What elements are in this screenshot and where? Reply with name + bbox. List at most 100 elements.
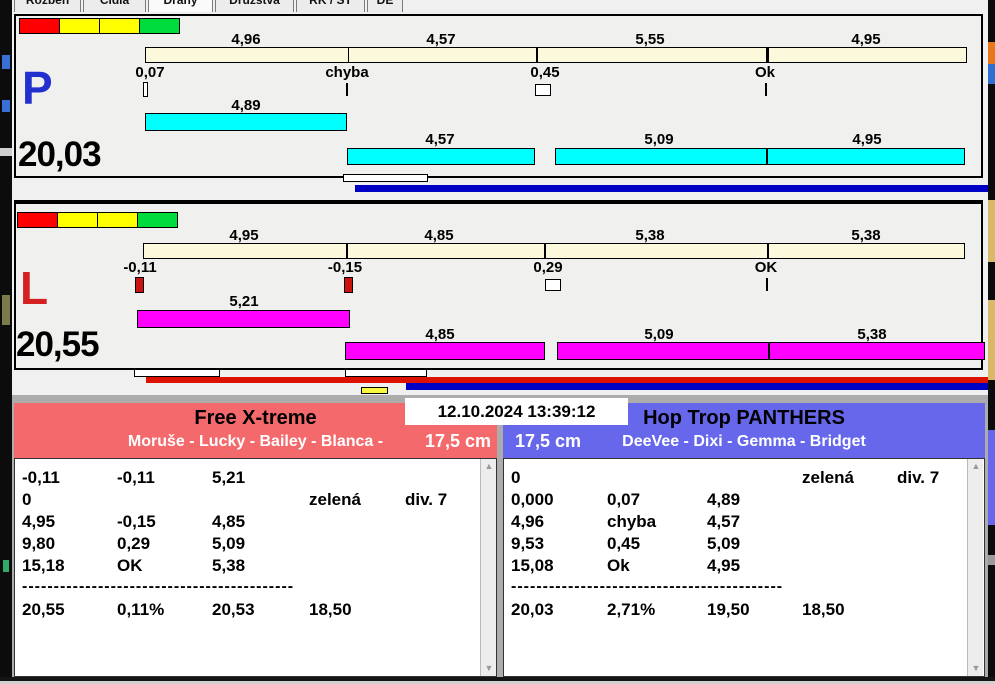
tab-de[interactable]: DE	[367, 0, 403, 12]
p-run2-label-3: 4,95	[852, 131, 882, 148]
cell: 9,80	[22, 534, 56, 553]
cell: 5,09	[707, 534, 741, 553]
l-run1-label: 5,21	[229, 293, 259, 310]
p-split-divider	[348, 48, 349, 62]
p-timeline-blue-bar	[355, 185, 988, 192]
p-split-label-2: 4,57	[426, 31, 456, 48]
light-yellow-1	[57, 212, 98, 228]
l-run1-bar	[137, 310, 350, 328]
cell: div. 7	[405, 490, 448, 509]
p-run2-label-1: 4,57	[425, 131, 455, 148]
p-run2-bar-b	[555, 148, 965, 165]
cell: OK	[117, 556, 143, 575]
l-split-label-4: 5,38	[851, 227, 881, 244]
table-row: 0 zelená div. 7	[511, 468, 967, 489]
cell: -0,11	[117, 468, 155, 487]
cell: 0	[22, 490, 32, 509]
background-fragment	[988, 555, 995, 565]
p-split-label-1: 4,96	[231, 31, 261, 48]
scroll-up-icon[interactable]: ▲	[971, 461, 981, 471]
l-run2-label-3: 5,38	[857, 326, 887, 343]
lane-p-panel: P 20,03 4,96 4,57 5,55 4,95 0,07 chyba 0…	[14, 14, 983, 178]
l-marker-box	[545, 279, 561, 291]
total-percent: 2,71%	[607, 600, 656, 619]
p-tick-label-2: chyba	[325, 64, 369, 81]
p-tick-label-1: 0,07	[135, 64, 165, 81]
p-split-divider	[536, 48, 538, 62]
tab-drahy[interactable]: Dráhy	[148, 0, 213, 12]
tab-rozbeh[interactable]: Rozběh	[14, 0, 81, 12]
p-split-label-4: 4,95	[851, 31, 881, 48]
l-timeline-white-bar-2	[345, 369, 427, 377]
background-fragment	[2, 295, 10, 325]
left-table-scrollbar[interactable]: ▲ ▼	[480, 459, 496, 676]
cell: Ok	[607, 556, 630, 575]
table-row: 15,18 OK 5,38	[22, 556, 475, 577]
right-table-scrollbar[interactable]: ▲ ▼	[967, 459, 983, 676]
total-ref: 18,50	[802, 600, 845, 619]
scroll-down-icon[interactable]: ▼	[971, 663, 981, 673]
l-split-bar	[143, 243, 965, 259]
lane-l-total-time: 20,55	[16, 325, 100, 364]
table-row: 15,08 Ok 4,95	[511, 556, 967, 577]
total-net: 20,53	[212, 600, 255, 619]
start-lights-icon	[19, 18, 180, 34]
l-tick-label-4: OK	[754, 259, 778, 276]
cell: -0,15	[117, 512, 156, 531]
cell: zelená	[802, 468, 854, 487]
background-fragment	[988, 300, 995, 380]
window-bottom-border	[0, 677, 995, 681]
cell: 15,08	[511, 556, 554, 575]
tab-rk-st[interactable]: RK / ST	[296, 0, 365, 12]
light-yellow-2	[97, 212, 138, 228]
light-yellow-2	[99, 18, 140, 34]
desktop-left-strip	[0, 0, 12, 684]
p-run2-label-2: 5,09	[644, 131, 674, 148]
p-marker-box	[535, 84, 551, 96]
l-run2-bar-b	[557, 342, 985, 360]
l-split-label-3: 5,38	[635, 227, 665, 244]
tab-druzstva[interactable]: Družstva	[215, 0, 294, 12]
scroll-down-icon[interactable]: ▼	[484, 663, 494, 673]
cell: 0,000	[511, 490, 554, 509]
table-row: 0 zelená div. 7	[22, 490, 475, 511]
p-split-divider	[766, 48, 769, 62]
background-fragment	[2, 100, 10, 112]
background-fragment	[0, 148, 12, 156]
background-fragment	[3, 560, 9, 572]
cell: chyba	[607, 512, 657, 531]
l-timeline-blue-bar	[406, 383, 988, 390]
cell: 0	[511, 468, 521, 487]
table-row: -0,11 -0,11 5,21	[22, 468, 475, 489]
l-run2-label-1: 4,85	[425, 326, 455, 343]
l-timeline-yellow-bar	[361, 387, 388, 394]
p-split-label-3: 5,55	[635, 31, 665, 48]
team-left-dogs: Moruše - Lucky - Bailey - Blanca -	[127, 433, 384, 450]
tab-cidla[interactable]: Čidla	[83, 0, 146, 12]
background-fragment	[988, 430, 995, 525]
start-lights-icon	[17, 212, 178, 228]
cell: 15,18	[22, 556, 65, 575]
scroll-up-icon[interactable]: ▲	[484, 461, 494, 471]
cell: 4,95	[707, 556, 741, 575]
lane-p-total-time: 20,03	[18, 135, 102, 174]
cell: -0,11	[22, 468, 60, 487]
l-marker-ok	[766, 278, 768, 291]
cell: 9,53	[511, 534, 545, 553]
cell: div. 7	[897, 468, 940, 487]
l-split-label-1: 4,95	[229, 227, 259, 244]
p-marker-ok	[765, 83, 767, 96]
background-fragment	[2, 55, 10, 69]
l-tick-label-1: -0,11	[123, 259, 157, 276]
light-red	[19, 18, 60, 34]
cell: 0,29	[117, 534, 151, 553]
total-time: 20,03	[511, 600, 554, 619]
lane-l-letter: L	[20, 262, 49, 314]
table-totals-row: 20,03 2,71% 19,50 18,50	[511, 600, 897, 621]
table-divider: ----------------------------------------…	[22, 578, 295, 595]
p-timeline-white-bar	[343, 174, 428, 182]
p-run2-divider	[766, 149, 768, 164]
l-timeline-red-bar	[146, 377, 988, 383]
table-divider: ----------------------------------------…	[511, 578, 784, 595]
light-green	[137, 212, 178, 228]
